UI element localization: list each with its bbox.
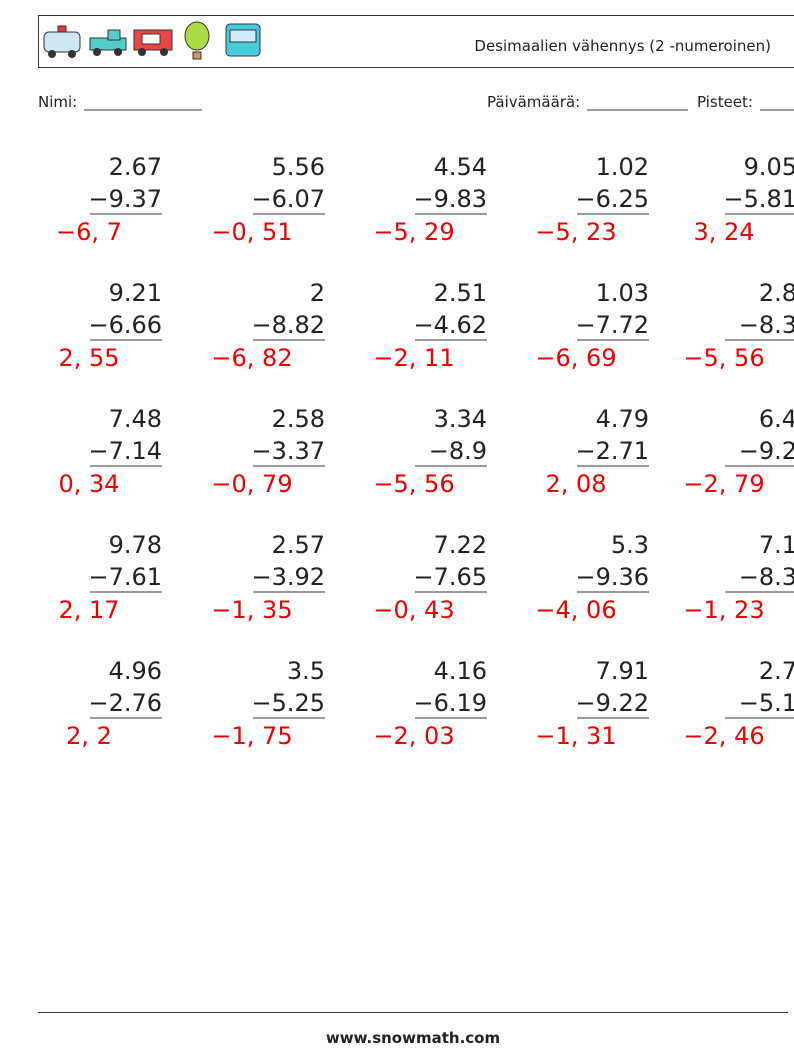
- subtrahend: −7.72: [575, 311, 649, 339]
- answer: −2, 79: [683, 470, 764, 498]
- answer: −1, 75: [211, 722, 292, 750]
- subtrahend: −6.66: [88, 311, 162, 339]
- minuend: 7.48: [109, 405, 162, 433]
- answer: −1, 35: [211, 596, 292, 624]
- subtrahend: −8.82: [251, 311, 325, 339]
- minuend: 4.79: [596, 405, 649, 433]
- answer: −2, 03: [373, 722, 454, 750]
- subtrahend: −8.9: [429, 437, 487, 465]
- subtrahend: −2.76: [88, 689, 162, 717]
- minuend: 9.78: [109, 531, 162, 559]
- answer: 2, 2: [66, 722, 112, 750]
- answer: −0, 43: [373, 596, 454, 624]
- score-label: Pisteet:: [697, 93, 753, 111]
- subtrahend: −9.36: [575, 563, 649, 591]
- minuend: 2.8: [759, 279, 794, 307]
- date-label: Päivämäärä:: [487, 93, 580, 111]
- minuend: 2.58: [272, 405, 325, 433]
- subtrahend: −9.37: [88, 185, 162, 213]
- subtrahend: −9.22: [575, 689, 649, 717]
- answer: −6, 7: [56, 218, 122, 246]
- answer: −6, 69: [535, 344, 616, 372]
- subtrahend: −9.2: [739, 437, 794, 465]
- answer: 2, 55: [58, 344, 119, 372]
- subtrahend: −3.92: [251, 563, 325, 591]
- minuend: 4.96: [109, 657, 162, 685]
- subtrahend: −6.07: [251, 185, 325, 213]
- answer: −6, 82: [211, 344, 292, 372]
- subtrahend: −3.37: [251, 437, 325, 465]
- subtrahend: −7.14: [88, 437, 162, 465]
- answer: −5, 56: [373, 470, 454, 498]
- answer: 2, 17: [58, 596, 119, 624]
- minuend: 4.54: [434, 153, 487, 181]
- minuend: 1.02: [596, 153, 649, 181]
- minuend: 9.21: [109, 279, 162, 307]
- answer: 2, 08: [545, 470, 606, 498]
- minuend: 7.22: [434, 531, 487, 559]
- title: Desimaalien vähennys (2 -numeroinen): [474, 37, 771, 55]
- answer: −1, 23: [683, 596, 764, 624]
- answer: −5, 29: [373, 218, 454, 246]
- subtrahend: −9.83: [413, 185, 487, 213]
- answer: −1, 31: [535, 722, 616, 750]
- minuend: 1.03: [596, 279, 649, 307]
- subtrahend: −5.81: [723, 185, 794, 213]
- minuend: 2.57: [272, 531, 325, 559]
- answer: 0, 34: [58, 470, 119, 498]
- answer: 3, 24: [693, 218, 754, 246]
- subtrahend: −8.3: [739, 311, 794, 339]
- answer: −2, 11: [373, 344, 454, 372]
- minuend: 3.5: [287, 657, 325, 685]
- minuend: 4.16: [434, 657, 487, 685]
- subtrahend: −6.19: [413, 689, 487, 717]
- subtrahend: −4.62: [413, 311, 487, 339]
- subtrahend: −2.71: [575, 437, 649, 465]
- name-label: Nimi:: [38, 93, 77, 111]
- footer-url: www.snowmath.com: [326, 1029, 500, 1047]
- minuend: 5.56: [272, 153, 325, 181]
- minuend: 9.05: [744, 153, 794, 181]
- subtrahend: −8.3: [739, 563, 794, 591]
- minuend: 2.7: [759, 657, 794, 685]
- answer: −0, 51: [211, 218, 292, 246]
- answer: −0, 79: [211, 470, 292, 498]
- minuend: 5.3: [611, 531, 649, 559]
- minuend: 7.91: [596, 657, 649, 685]
- minuend: 2: [310, 279, 325, 307]
- minuend: 2.51: [434, 279, 487, 307]
- subtrahend: −5.25: [251, 689, 325, 717]
- answer: −5, 23: [535, 218, 616, 246]
- header-box: [38, 15, 794, 68]
- answer: −2, 46: [683, 722, 764, 750]
- minuend: 7.1: [759, 531, 794, 559]
- minuend: 6.4: [759, 405, 794, 433]
- subtrahend: −7.61: [88, 563, 162, 591]
- subtrahend: −5.1: [739, 689, 794, 717]
- problems: 2.67 −9.37 −6, 7 5.56 −6.07 −0, 51 4.54 −9.83 −5…: [56, 153, 794, 750]
- answer: −5, 56: [683, 344, 764, 372]
- minuend: 3.34: [434, 405, 487, 433]
- header-icons: [43, 21, 261, 60]
- answer: −4, 06: [535, 596, 616, 624]
- minuend: 2.67: [109, 153, 162, 181]
- subtrahend: −6.25: [575, 185, 649, 213]
- subtrahend: −7.65: [413, 563, 487, 591]
